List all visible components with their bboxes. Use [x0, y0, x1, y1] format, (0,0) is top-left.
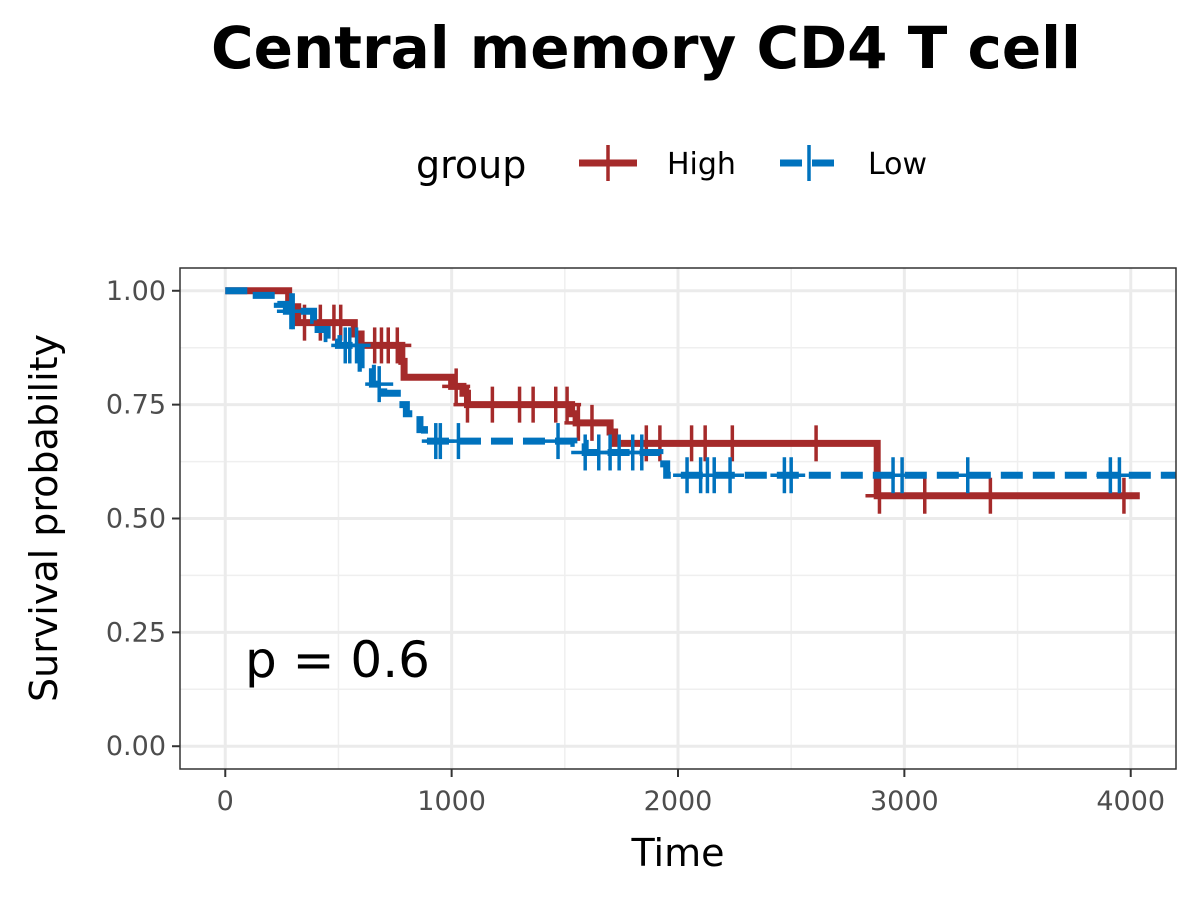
legend-label-high: High: [667, 147, 736, 182]
y-tick-label: 0.25: [106, 617, 166, 648]
p-value-annotation: p = 0.6: [245, 631, 430, 689]
x-tick-label: 1000: [417, 786, 486, 817]
chart-title: Central memory CD4 T cell: [211, 14, 1081, 82]
legend-label-low: Low: [868, 147, 927, 182]
x-tick-label: 4000: [1096, 786, 1165, 817]
x-tick-label: 0: [217, 786, 234, 817]
x-axis-label: Time: [631, 831, 725, 875]
axis-ticks: 0 1000 2000 3000 4000 0.00 0.25 0.50 0.75 1.00: [106, 276, 1165, 817]
series-high: [225, 287, 1140, 514]
legend: group High Low: [416, 143, 927, 187]
y-tick-label: 0.50: [106, 504, 166, 535]
series-layer: [225, 287, 1176, 514]
x-tick-label: 3000: [870, 786, 939, 817]
legend-title: group: [416, 143, 526, 187]
y-tick-label: 1.00: [106, 276, 166, 307]
y-tick-label: 0.75: [106, 390, 166, 421]
legend-item-high: High: [579, 145, 736, 182]
y-axis-label: Survival probability: [22, 334, 66, 702]
x-tick-label: 2000: [644, 786, 713, 817]
series-low: [225, 287, 1176, 494]
legend-item-low: Low: [780, 145, 927, 182]
y-tick-label: 0.00: [106, 731, 166, 762]
km-curve-low: [225, 287, 1176, 479]
